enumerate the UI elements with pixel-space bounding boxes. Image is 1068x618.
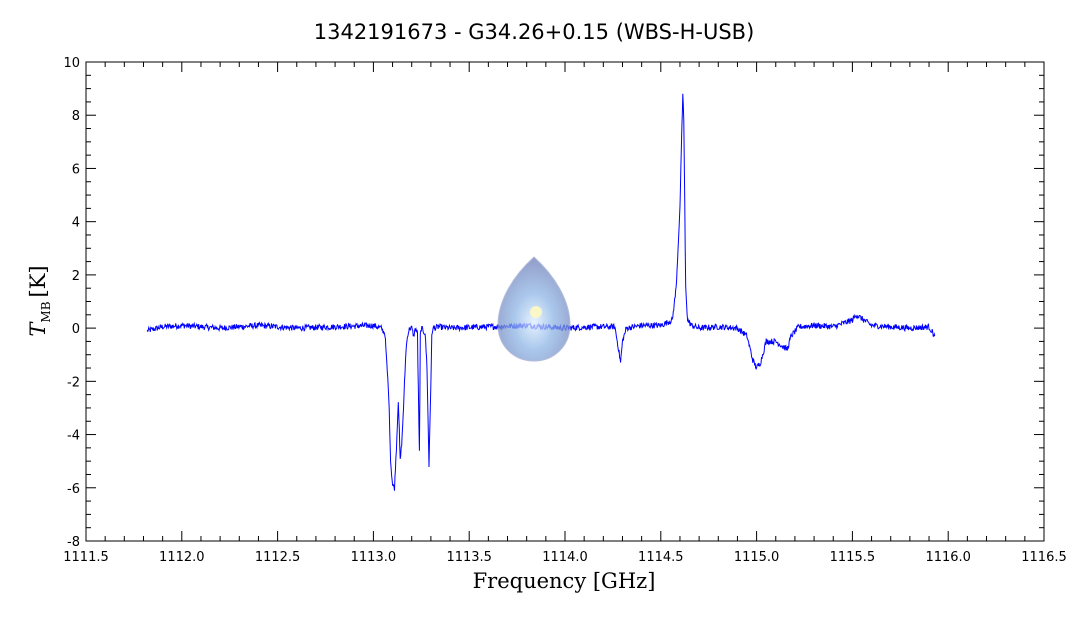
x-tick-label: 1116.5: [1021, 550, 1067, 565]
x-tick-label: 1113.0: [351, 550, 397, 565]
star-icon: [530, 306, 542, 318]
x-tick-label: 1114.0: [542, 550, 588, 565]
watermark-logo: [497, 256, 571, 362]
x-tick-label: 1112.5: [255, 550, 301, 565]
plot-frame: [85, 61, 1045, 542]
x-tick-label: 1111.5: [63, 550, 109, 565]
y-axis-label-sub: MB: [39, 301, 53, 322]
x-tick-label: 1116.0: [925, 550, 971, 565]
y-tick-labels: -8 -6 -4 -2 0 2 4 6 8 10: [63, 56, 80, 550]
y-tick-label: 10: [63, 56, 80, 71]
x-tick-label: 1115.0: [734, 550, 780, 565]
y-tick-label: -6: [67, 482, 80, 497]
y-axis-label-unit: [K]: [26, 265, 50, 297]
x-tick-label: 1112.0: [159, 550, 205, 565]
y-tick-label: 0: [72, 322, 80, 337]
y-axis-label-main: T: [26, 321, 50, 337]
x-tick-label: 1115.5: [830, 550, 876, 565]
x-axis-ticks: [85, 62, 1045, 541]
x-tick-labels: 1111.5 1112.0 1112.5 1113.0 1113.5 1114.0 1114…: [63, 550, 1067, 565]
y-tick-label: -4: [67, 429, 80, 444]
y-tick-label: 4: [72, 216, 80, 231]
y-tick-label: 8: [72, 109, 80, 124]
y-axis-label: TMB [K]: [26, 265, 53, 336]
x-axis-label: Frequency [GHz]: [473, 569, 656, 593]
y-tick-label: 6: [72, 162, 80, 177]
y-tick-label: -2: [67, 375, 80, 390]
x-tick-label: 1113.5: [446, 550, 492, 565]
x-tick-label: 1114.5: [638, 550, 684, 565]
chart-title: 1342191673 - G34.26+0.15 (WBS-H-USB): [314, 20, 755, 44]
y-tick-label: -8: [67, 535, 80, 550]
y-tick-label: 2: [72, 269, 80, 284]
